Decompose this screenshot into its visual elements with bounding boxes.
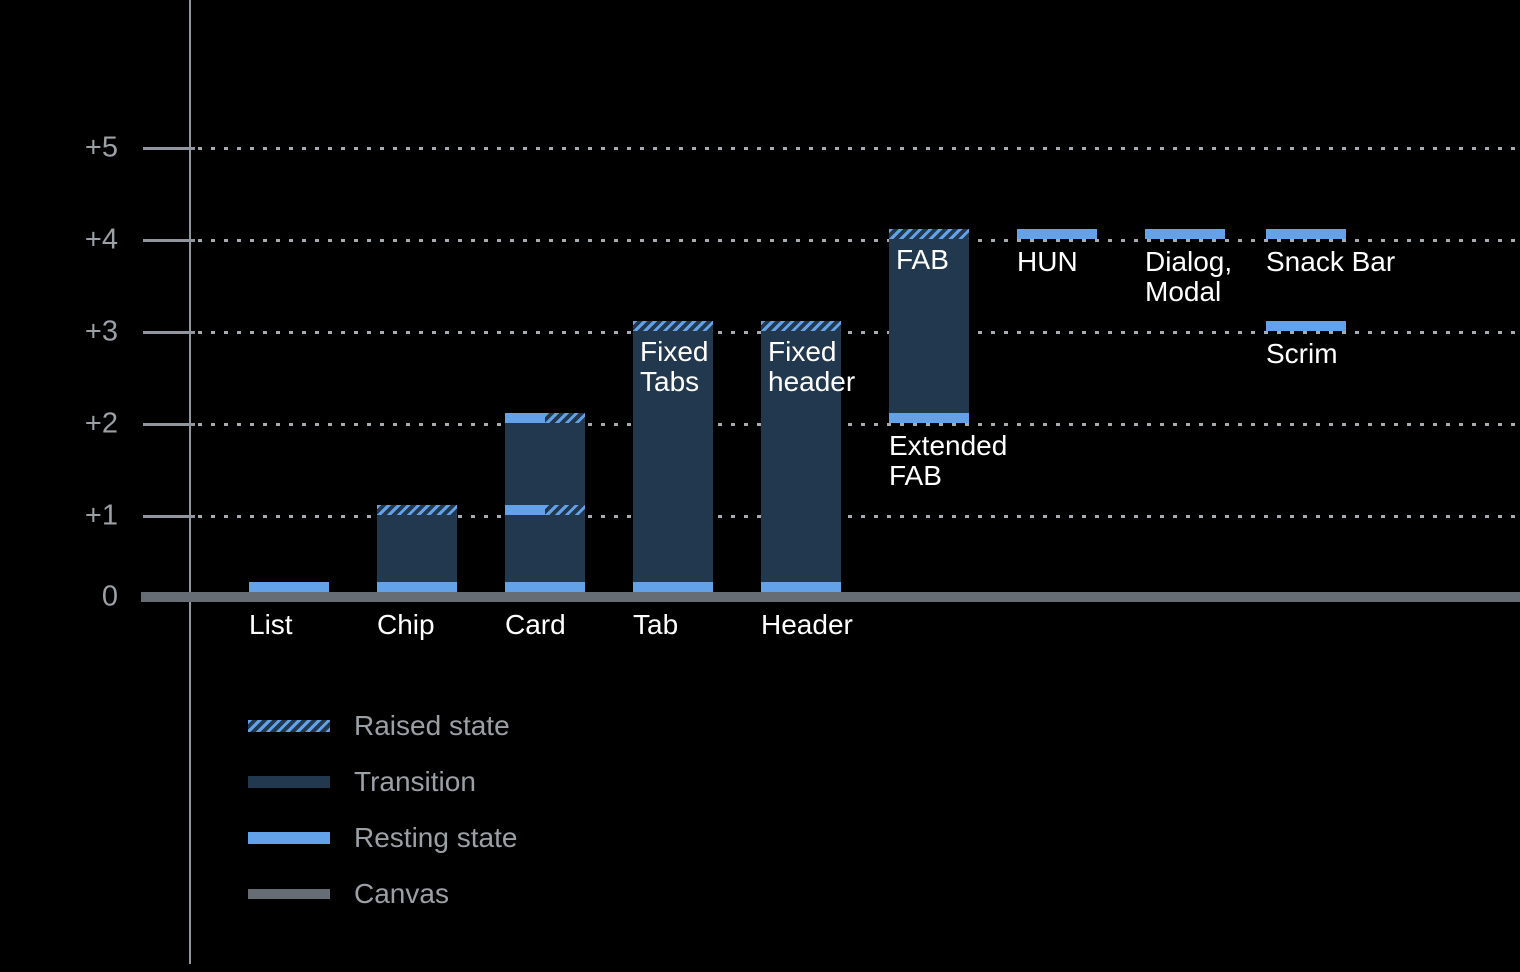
card-band-resting-half-2 — [505, 413, 545, 423]
scrim-band-resting-3 — [1266, 321, 1346, 331]
list-band-resting-0 — [249, 582, 329, 592]
legend-item-resting-state: Resting state — [248, 822, 517, 854]
y-tick-5 — [143, 147, 195, 150]
fixed-header-transition-body — [761, 321, 841, 592]
hun-band-resting-4 — [1017, 229, 1097, 239]
fixed-tabs-axis-label: Tab — [633, 609, 679, 640]
snack-bar-band-resting-4 — [1266, 229, 1346, 239]
y-axis-line — [189, 0, 191, 964]
dialog-modal-band-resting-4 — [1145, 229, 1225, 239]
legend-label-canvas: Canvas — [354, 878, 449, 909]
list-axis-label: List — [249, 609, 293, 640]
fab-transition-body — [889, 229, 969, 423]
legend-label-transition: Transition — [354, 766, 476, 797]
legend-label-raised-state: Raised state — [354, 710, 510, 741]
gridline-1 — [198, 515, 1520, 518]
card-band-resting-half-1 — [505, 505, 545, 515]
card-band-split-1 — [505, 505, 585, 515]
fixed-header-inner-label: Fixed header — [768, 336, 856, 397]
legend-swatch-canvas-icon — [248, 889, 330, 899]
y-tick-label-5: +5 — [84, 131, 118, 164]
fab-band-raised-4 — [889, 229, 969, 239]
y-tick-label-0: 0 — [101, 580, 118, 613]
legend-swatch-raised-icon — [248, 720, 330, 732]
dialog-modal-label: Dialog, Modal — [1145, 246, 1233, 307]
y-tick-1 — [143, 515, 195, 518]
legend-item-canvas: Canvas — [248, 878, 449, 910]
chip-band-resting-0 — [377, 582, 457, 592]
y-tick-label-4: +4 — [84, 223, 118, 256]
legend-item-raised-state: Raised state — [248, 710, 510, 742]
y-tick-label-3: +3 — [84, 315, 118, 348]
fab-inner-label: FAB — [896, 244, 949, 275]
legend-item-transition: Transition — [248, 766, 476, 798]
fixed-tabs-band-resting-0 — [633, 582, 713, 592]
legend-swatch-resting-icon — [248, 832, 330, 844]
canvas-baseline — [141, 592, 1520, 602]
fab-label: Extended FAB — [889, 430, 1008, 491]
fab-band-resting-2 — [889, 413, 969, 423]
chip-transition-body — [377, 505, 457, 592]
gridline-2 — [198, 423, 1520, 426]
fixed-header-band-raised-3 — [761, 321, 841, 331]
gridline-3 — [198, 331, 1520, 334]
y-tick-label-2: +2 — [84, 407, 118, 440]
legend-label-resting-state: Resting state — [354, 822, 518, 853]
fixed-tabs-inner-label: Fixed Tabs — [640, 336, 709, 397]
chip-axis-label: Chip — [377, 609, 435, 640]
fixed-header-axis-label: Header — [761, 609, 853, 640]
card-band-raised-half-2 — [545, 413, 585, 423]
fixed-tabs-band-raised-3 — [633, 321, 713, 331]
card-transition-body — [505, 413, 585, 592]
fixed-header-band-resting-0 — [761, 582, 841, 592]
legend-swatch-transition-icon — [248, 776, 330, 788]
gridline-5 — [198, 147, 1520, 150]
chip-band-raised-1 — [377, 505, 457, 515]
y-tick-label-1: +1 — [84, 499, 118, 532]
card-band-split-2 — [505, 413, 585, 423]
card-axis-label: Card — [505, 609, 566, 640]
scrim-label: Scrim — [1266, 338, 1338, 369]
y-tick-3 — [143, 331, 195, 334]
snack-bar-label: Snack Bar — [1266, 246, 1396, 277]
gridline-4 — [198, 239, 1520, 242]
fixed-tabs-transition-body — [633, 321, 713, 592]
y-tick-2 — [143, 423, 195, 426]
hun-label: HUN — [1017, 246, 1078, 277]
card-band-raised-half-1 — [545, 505, 585, 515]
card-band-resting-0 — [505, 582, 585, 592]
y-tick-4 — [143, 239, 195, 242]
